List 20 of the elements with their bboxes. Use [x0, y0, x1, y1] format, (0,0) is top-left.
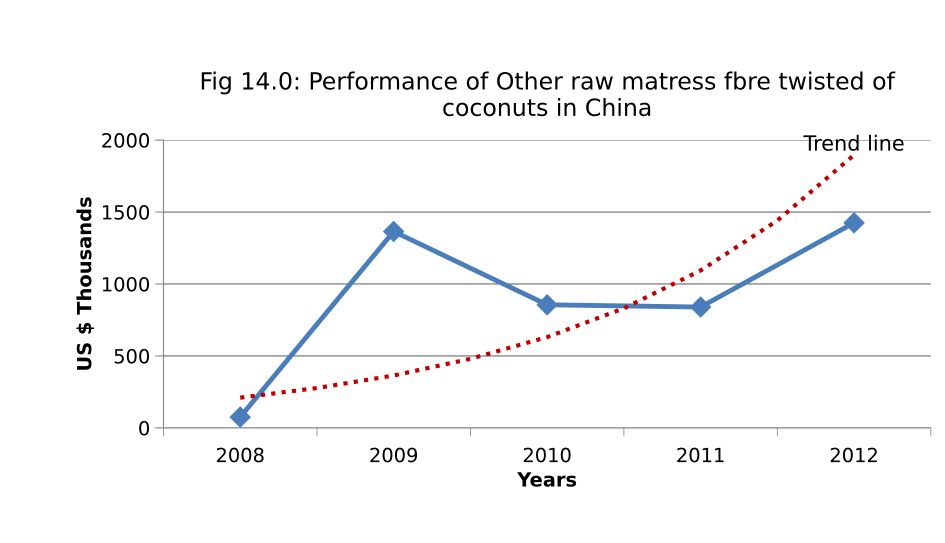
y-tick-label: 0: [139, 420, 149, 436]
y-tick-label: 2000: [102, 133, 149, 148]
point: [844, 212, 865, 234]
y-tick-label: 500: [114, 348, 149, 364]
point: [536, 294, 558, 316]
annotation: Trend line: [803, 134, 904, 151]
y-axis-title: US $ Thousands: [76, 197, 94, 370]
x-tick-label: 2009: [370, 448, 418, 462]
x-tick-label: 2010: [524, 448, 571, 462]
y-tick-label: 1000: [102, 276, 149, 292]
point: [230, 406, 251, 428]
x-axis-title: Years: [517, 472, 576, 487]
x-tick-label: 2012: [830, 448, 877, 462]
y-tick-label: 1500: [102, 204, 149, 220]
x-tick-label: 2008: [216, 448, 264, 462]
line-series: [238, 152, 856, 400]
point: [383, 220, 404, 242]
x-tick-label: 2011: [677, 448, 724, 462]
chart-title: Fig 14.0: Performance of Other raw matress fbre twisted of coconuts in China: [202, 72, 896, 116]
point: [690, 296, 712, 318]
